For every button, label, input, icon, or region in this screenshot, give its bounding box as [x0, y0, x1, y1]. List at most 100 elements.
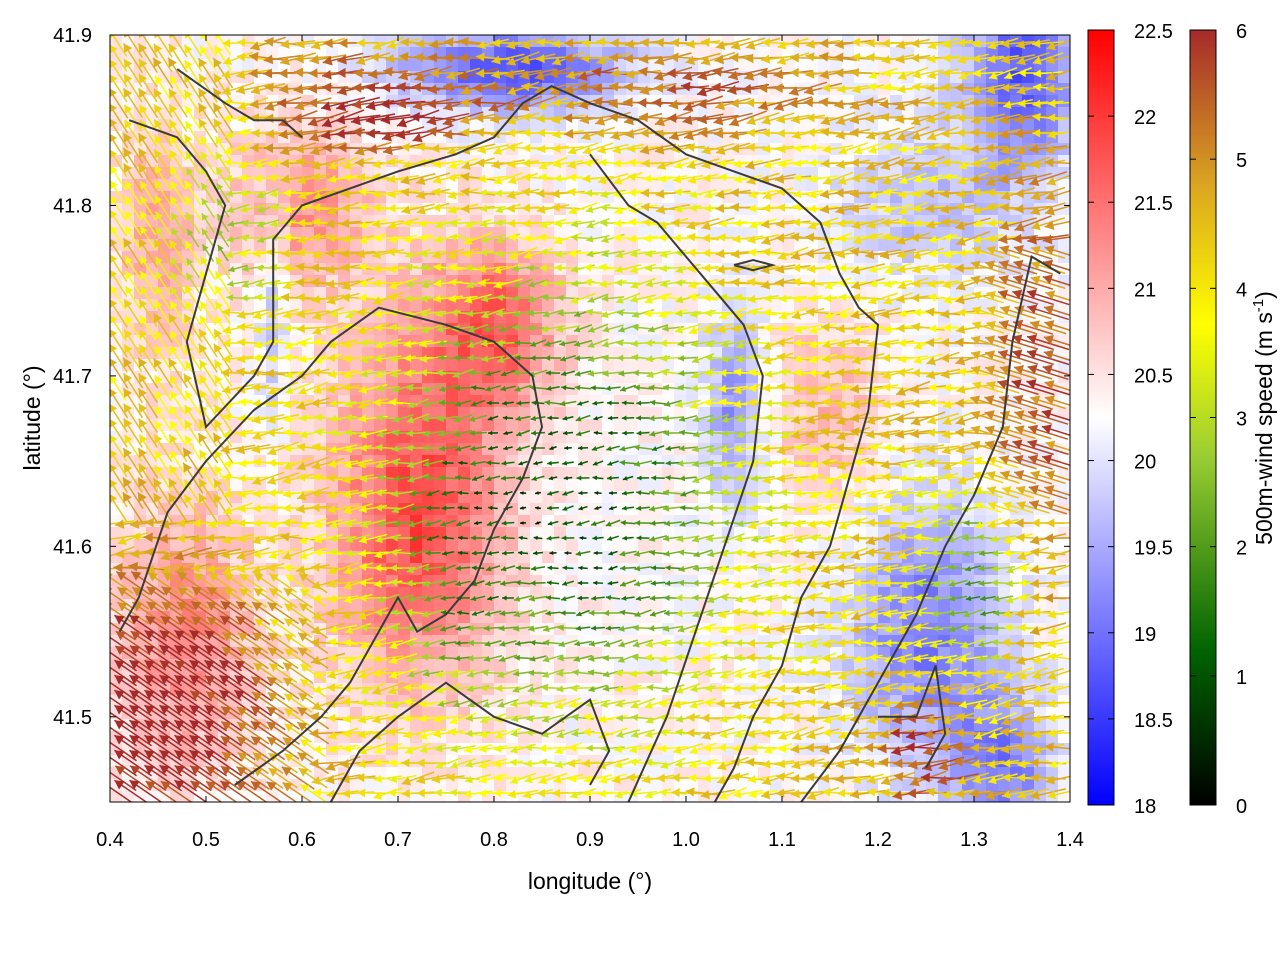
- temperature-cell: [194, 791, 207, 802]
- temperature-cell: [530, 539, 543, 552]
- temperature-cell: [506, 515, 519, 528]
- temperature-cell: [638, 683, 651, 696]
- temperature-cell: [182, 671, 195, 684]
- temperature-cell: [686, 239, 699, 252]
- temperature-cell: [578, 563, 591, 576]
- temperature-cell: [290, 683, 303, 696]
- temperature-cell: [230, 155, 243, 168]
- temperature-cell: [230, 227, 243, 240]
- temperature-cell: [602, 575, 615, 588]
- temperature-cell: [410, 467, 423, 480]
- temperature-cell: [590, 539, 603, 552]
- temperature-cell: [170, 791, 183, 802]
- temperature-cell: [650, 515, 663, 528]
- temperature-cell: [434, 227, 447, 240]
- temperature-cell: [410, 431, 423, 444]
- temperature-cell: [626, 659, 639, 672]
- temperature-cell: [374, 767, 387, 780]
- temperature-cell: [650, 479, 663, 492]
- temperature-cell: [230, 119, 243, 132]
- temperature-cell: [158, 419, 171, 432]
- temperature-cell: [134, 215, 147, 228]
- temperature-cell: [386, 407, 399, 420]
- temperature-cell: [566, 503, 579, 516]
- temperature-cell: [770, 359, 783, 372]
- temperature-cell: [290, 323, 303, 336]
- temperature-cell: [650, 419, 663, 432]
- temperature-cell: [410, 299, 423, 312]
- temperature-cell: [398, 527, 411, 540]
- temperature-cell: [170, 263, 183, 276]
- temperature-cell: [302, 287, 315, 300]
- temperature-cell: [302, 443, 315, 456]
- temperature-cell: [134, 263, 147, 276]
- temperature-cell: [158, 35, 171, 48]
- temperature-cell: [338, 359, 351, 372]
- temperature-cell: [410, 527, 423, 540]
- temperature-cell: [422, 419, 435, 432]
- temperature-cell: [506, 239, 519, 252]
- temperature-cell: [374, 479, 387, 492]
- temperature-cell: [650, 779, 663, 792]
- temperature-cell: [650, 563, 663, 576]
- temperature-cell: [422, 479, 435, 492]
- temperature-cell: [386, 731, 399, 744]
- temperature-cell: [290, 599, 303, 612]
- temperature-cell: [446, 443, 459, 456]
- temperature-cell: [830, 359, 843, 372]
- temperature-cell: [578, 383, 591, 396]
- temperature-cell: [782, 503, 795, 516]
- temperature-cell: [446, 527, 459, 540]
- temperature-cell: [170, 527, 183, 540]
- temperature-cell: [626, 599, 639, 612]
- temperature-cell: [722, 659, 735, 672]
- temperature-cell: [890, 779, 903, 792]
- temperature-cell: [386, 383, 399, 396]
- temperature-cell: [398, 263, 411, 276]
- temperature-cell: [446, 647, 459, 660]
- temperature-cell: [302, 323, 315, 336]
- temperature-cell: [230, 95, 243, 108]
- temperature-cell: [494, 599, 507, 612]
- temperature-cell: [374, 179, 387, 192]
- temperature-cell: [422, 107, 435, 120]
- temperature-cell: [350, 779, 363, 792]
- temperature-cell: [470, 299, 483, 312]
- temperature-cell: [542, 515, 555, 528]
- temperature-cell: [518, 515, 531, 528]
- temperature-cell: [878, 119, 891, 132]
- temperature-cell: [290, 515, 303, 528]
- temperature-cell: [278, 791, 291, 802]
- temperature-cell: [398, 791, 411, 802]
- temperature-cell: [350, 359, 363, 372]
- temperature-cell: [470, 539, 483, 552]
- temperature-cell: [386, 299, 399, 312]
- temperature-cell: [278, 539, 291, 552]
- temperature-cell: [554, 599, 567, 612]
- temperature-cell: [350, 35, 363, 48]
- temperature-cell: [338, 419, 351, 432]
- temperature-cell: [602, 539, 615, 552]
- temperature-cell: [290, 563, 303, 576]
- temperature-cell: [350, 287, 363, 300]
- temperature-cell: [218, 479, 231, 492]
- temperature-cell: [194, 35, 207, 48]
- temperature-cell: [338, 311, 351, 324]
- temperature-cell: [410, 383, 423, 396]
- temperature-cell: [626, 383, 639, 396]
- temperature-cell: [662, 299, 675, 312]
- temperature-cell: [554, 443, 567, 456]
- temperature-cell: [182, 503, 195, 516]
- temperature-cell: [230, 299, 243, 312]
- temperature-cell: [110, 599, 123, 612]
- temperature-cell: [410, 539, 423, 552]
- temperature-cell: [230, 527, 243, 540]
- temperature-cell: [566, 479, 579, 492]
- temperature-cell: [146, 227, 159, 240]
- temperature-cell: [350, 227, 363, 240]
- temperature-cell: [506, 455, 519, 468]
- temperature-cell: [434, 659, 447, 672]
- temperature-cell: [290, 791, 303, 802]
- temperature-cell: [290, 167, 303, 180]
